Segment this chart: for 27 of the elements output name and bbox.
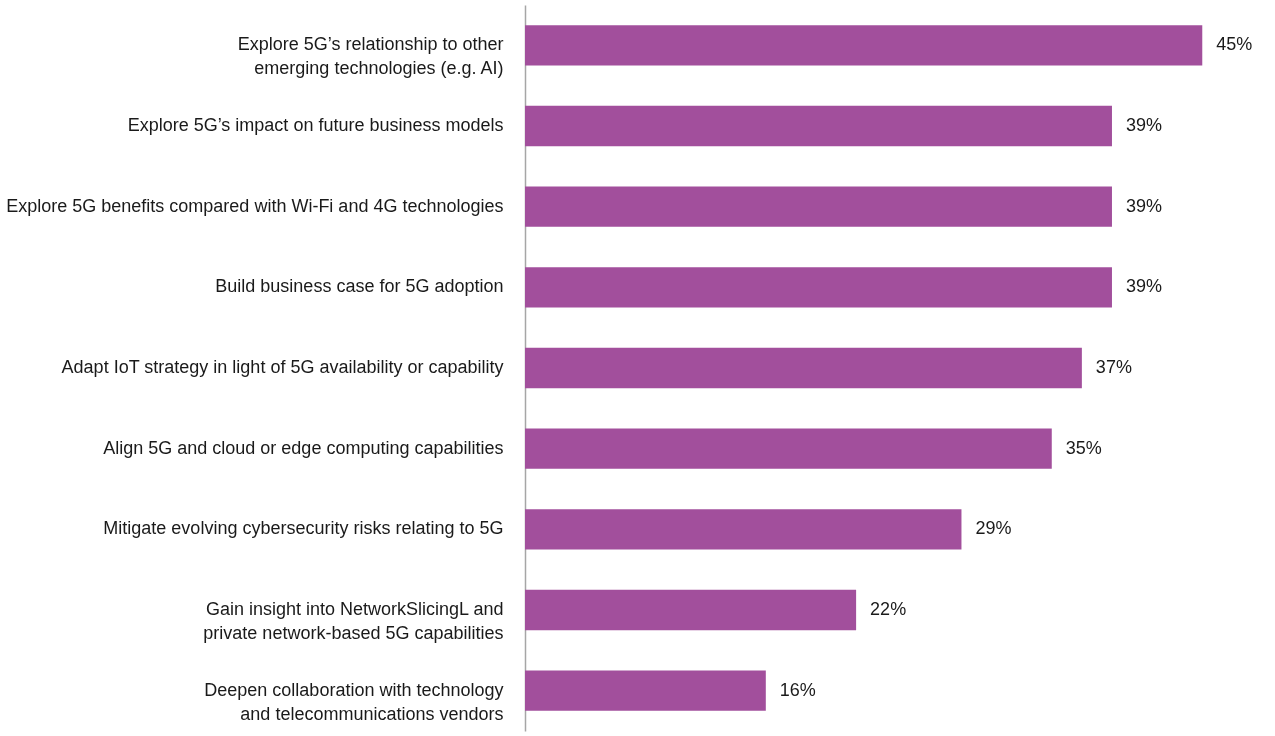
y-tick-label: Align 5G and cloud or edge computing capabilities	[103, 437, 504, 458]
bar	[525, 25, 1203, 66]
data-label: 39%	[1125, 115, 1162, 135]
bar	[525, 347, 1082, 389]
y-tick-label: Gain insight into NetworkSlicingL and private network-based 5G capabilities	[203, 599, 504, 643]
bar	[525, 589, 857, 631]
bar	[525, 186, 1112, 227]
data-label: 39%	[1125, 195, 1162, 216]
data-label: 39%	[1125, 276, 1162, 297]
data-label: 35%	[1065, 437, 1102, 458]
bar	[525, 105, 1112, 147]
bar	[525, 670, 766, 711]
data-label: 22%	[870, 599, 907, 619]
data-label: 45%	[1216, 34, 1253, 55]
data-label: 16%	[779, 679, 816, 700]
y-tick-label: Explore 5G’s relationship to other emerging technologies (e.g. AI)	[237, 34, 504, 79]
y-tick-label: Deepen collaboration with technology and telecommunications vendors	[204, 679, 504, 724]
y-tick-label: Explore 5G’s impact on future business models	[127, 115, 504, 135]
data-label: 37%	[1095, 357, 1132, 377]
bar	[525, 509, 962, 550]
y-tick-label: Build business case for 5G adoption	[215, 276, 504, 297]
data-label: 29%	[975, 518, 1012, 539]
y-tick-label: Explore 5G benefits compared with Wi-Fi and 4G technologies	[6, 195, 504, 216]
bar	[525, 428, 1052, 469]
y-tick-label: Mitigate evolving cybersecurity risks relating to 5G	[103, 518, 504, 539]
bar	[525, 267, 1112, 308]
y-tick-label: Adapt IoT strategy in light of 5G availability or capability	[61, 357, 504, 377]
